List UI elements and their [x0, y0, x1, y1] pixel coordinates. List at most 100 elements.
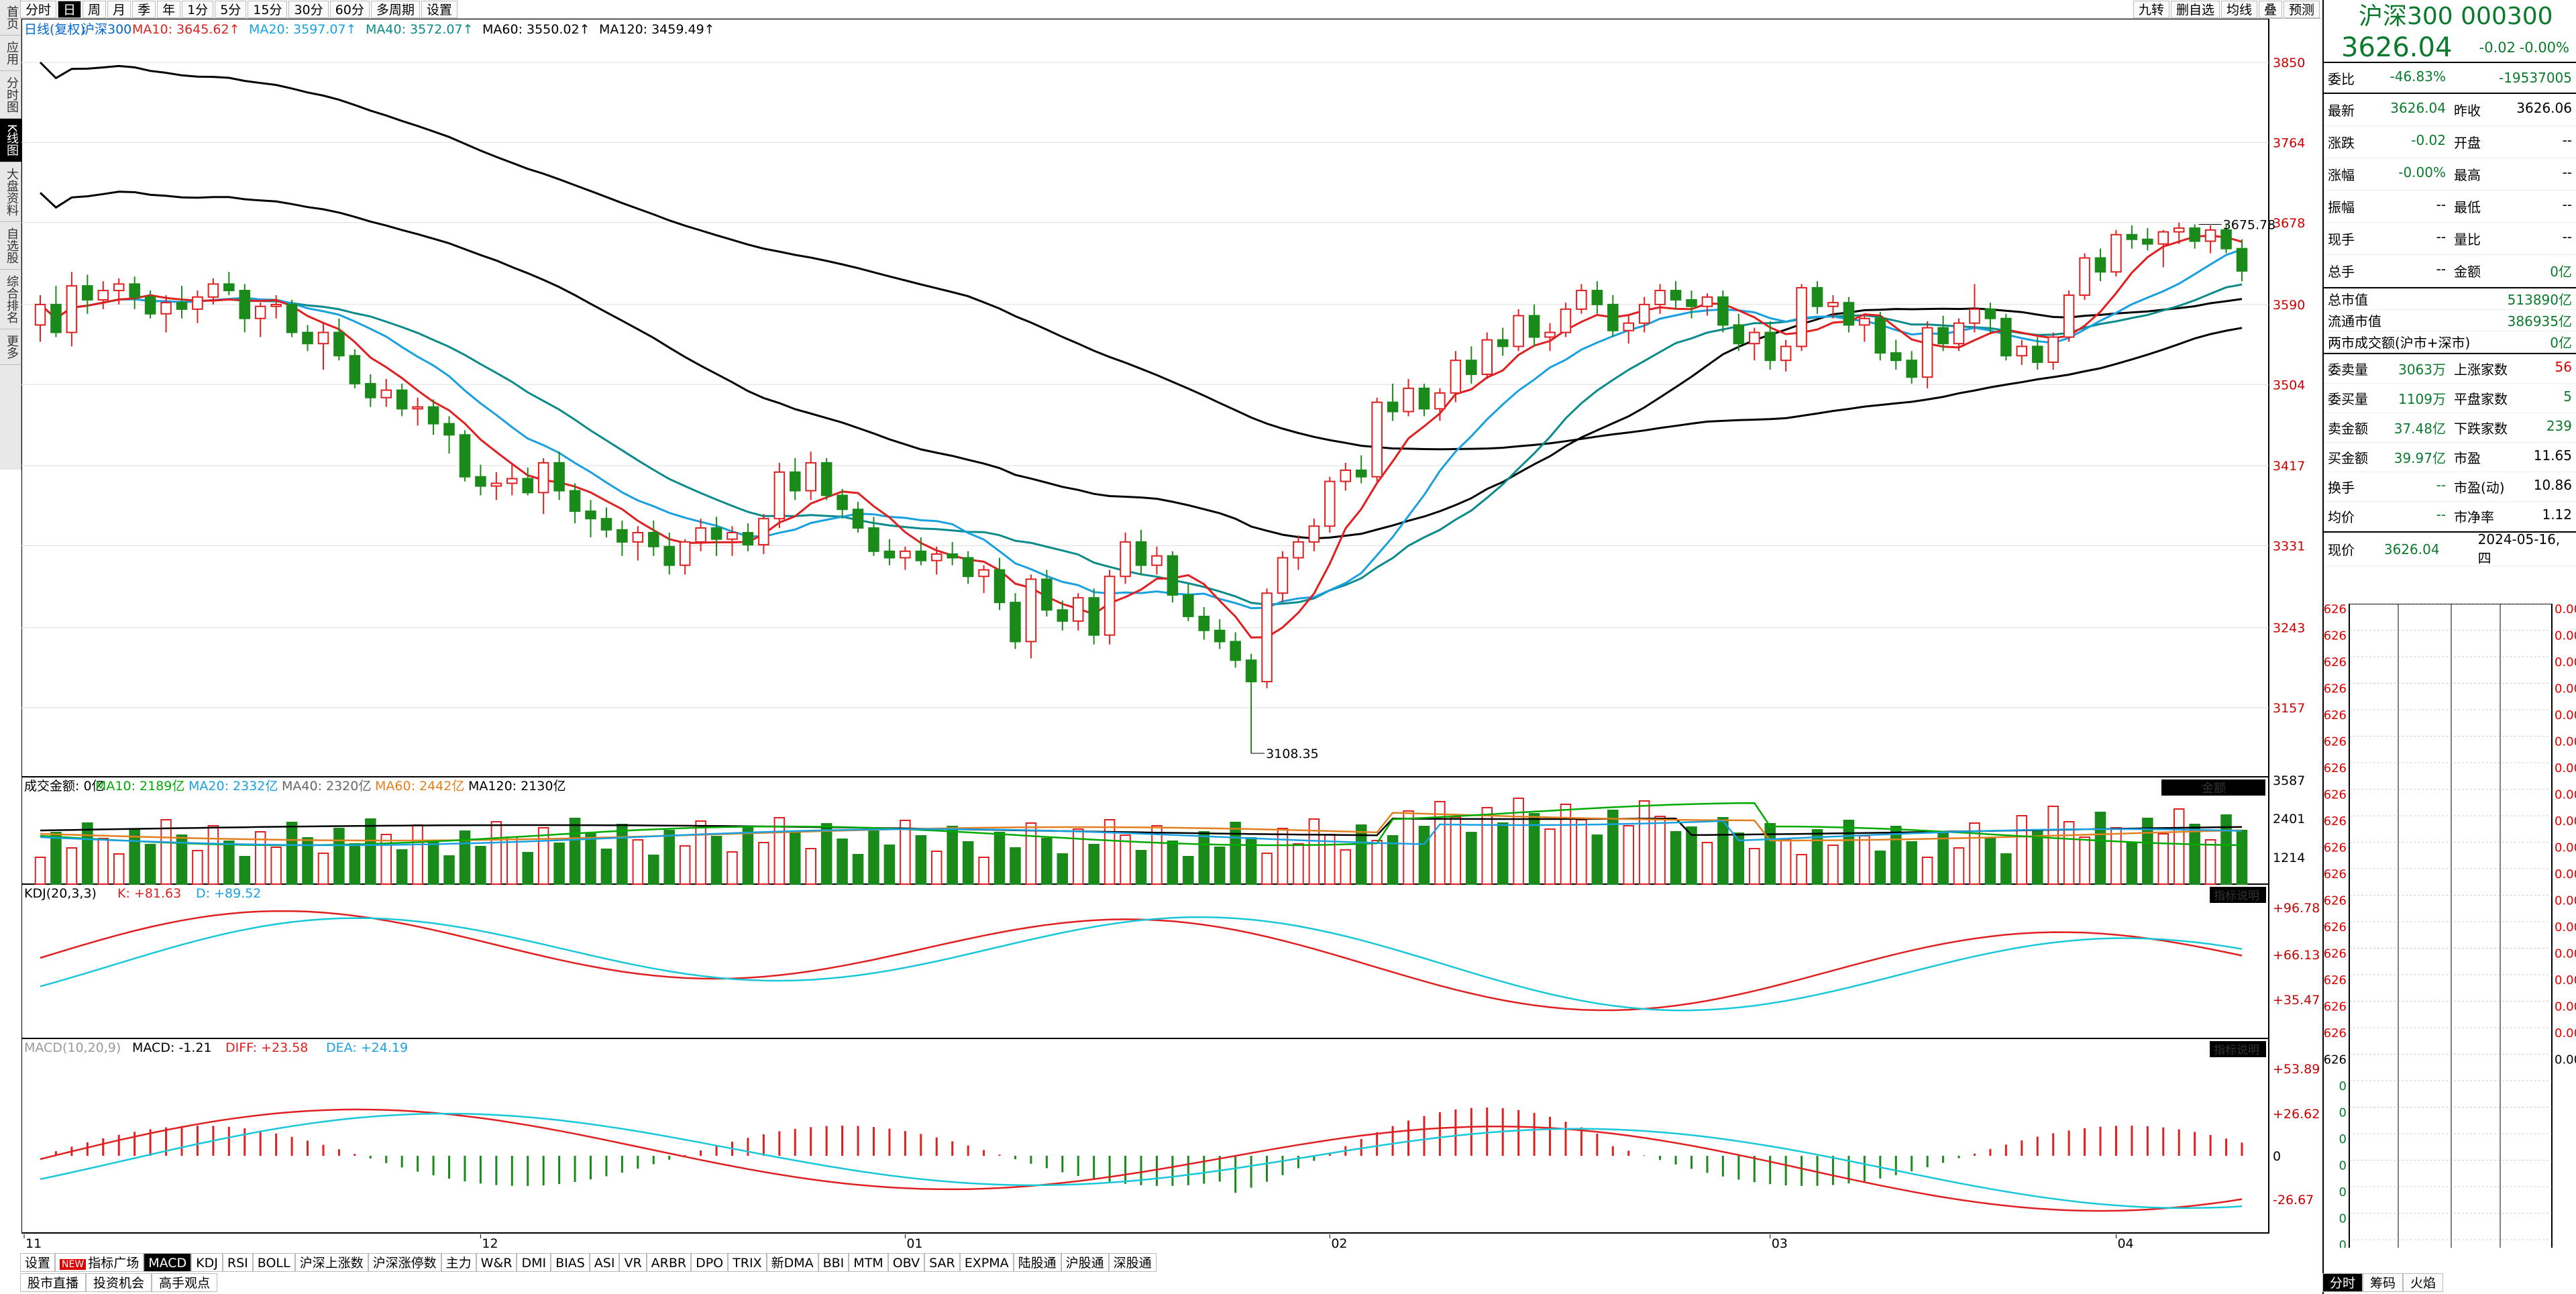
- volume-bar: [773, 817, 786, 885]
- side-tab[interactable]: 综合排名: [0, 270, 21, 329]
- panel-tab[interactable]: 火焰: [2403, 1273, 2444, 1292]
- candle: [459, 430, 471, 482]
- candle: [1214, 619, 1226, 649]
- indicator-tab[interactable]: 沪深涨停数: [368, 1253, 441, 1272]
- period-tab[interactable]: 60分: [329, 0, 370, 18]
- indicator-tab[interactable]: ASI: [589, 1253, 620, 1272]
- period-tab[interactable]: 周: [83, 0, 107, 18]
- indicator-tab[interactable]: 陆股通: [1013, 1253, 1061, 1272]
- indicator-tab[interactable]: EXPMA: [959, 1253, 1014, 1272]
- tick-left-label: 0: [2339, 1106, 2347, 1120]
- panel-tab[interactable]: 筹码: [2363, 1273, 2404, 1292]
- volume-bar: [1371, 840, 1383, 885]
- candle: [286, 299, 298, 337]
- candle: [1120, 533, 1131, 584]
- candle: [648, 520, 659, 556]
- indicator-tab[interactable]: ARBR: [646, 1253, 692, 1272]
- candle: [365, 374, 376, 407]
- macd-badge[interactable]: 指标说明: [2214, 1044, 2259, 1057]
- indicator-tab[interactable]: BBI: [818, 1253, 849, 1272]
- status-tab[interactable]: 投资机会: [86, 1273, 152, 1292]
- period-tab[interactable]: 1分: [182, 0, 214, 18]
- candle: [1560, 303, 1572, 337]
- candle: [837, 488, 848, 519]
- volume-axis-label: 1214: [2273, 851, 2305, 865]
- indicator-tab[interactable]: TRIX: [728, 1253, 767, 1272]
- period-tab[interactable]: 设置: [421, 0, 458, 18]
- indicator-tab[interactable]: BIAS: [551, 1253, 590, 1272]
- side-tab[interactable]: 应用: [0, 36, 21, 71]
- period-tab[interactable]: 月: [107, 0, 131, 18]
- indicator-tab[interactable]: 设置: [20, 1253, 56, 1272]
- tool-button[interactable]: 叠: [2258, 0, 2282, 18]
- macd-legend-item: DEA: +24.19: [326, 1040, 408, 1055]
- indicator-tab[interactable]: W&R: [476, 1253, 517, 1272]
- tool-button[interactable]: 均线: [2220, 0, 2257, 18]
- indicator-tab[interactable]: DPO: [691, 1253, 729, 1272]
- volume-bar: [1544, 828, 1556, 885]
- status-tab[interactable]: 高手观点: [152, 1273, 218, 1292]
- volume-badge[interactable]: 金额: [2202, 781, 2226, 796]
- candle: [1340, 462, 1352, 491]
- tool-button[interactable]: 删自选: [2170, 0, 2220, 18]
- month-label: 02: [1331, 1236, 1347, 1251]
- indicator-tab[interactable]: NEW 指标广场: [55, 1253, 144, 1272]
- volume-bar: [50, 832, 62, 885]
- volume-bar: [1780, 839, 1792, 885]
- candle: [1576, 284, 1587, 314]
- indicator-tab[interactable]: 深股通: [1108, 1253, 1157, 1272]
- side-tab[interactable]: 大盘资料: [0, 162, 21, 222]
- volume-bar: [789, 832, 801, 885]
- candle: [2142, 228, 2153, 251]
- volume-bar: [412, 824, 423, 885]
- tool-button[interactable]: 九转: [2133, 0, 2169, 18]
- indicator-tab[interactable]: OBV: [888, 1253, 925, 1272]
- side-tab[interactable]: 分时图: [0, 71, 21, 119]
- indicator-tab[interactable]: DMI: [517, 1253, 551, 1272]
- period-tab[interactable]: 年: [157, 0, 181, 18]
- side-tab[interactable]: 自选股: [0, 222, 21, 270]
- tick-right-label: 0.00%: [2555, 947, 2576, 961]
- candle: [207, 278, 219, 305]
- indicator-tab[interactable]: 新DMA: [766, 1253, 818, 1272]
- indicator-tab[interactable]: VR: [619, 1253, 647, 1272]
- indicator-tab[interactable]: MTM: [849, 1253, 888, 1272]
- candle: [1041, 570, 1053, 616]
- period-tab[interactable]: 分时: [20, 0, 57, 18]
- side-tab[interactable]: 首页: [0, 0, 21, 36]
- period-tab[interactable]: 15分: [248, 0, 288, 18]
- tick-right-label: 0.00%: [2555, 867, 2576, 881]
- period-tab[interactable]: 5分: [215, 0, 247, 18]
- volume-bar: [2157, 833, 2169, 885]
- volume-bar: [2236, 830, 2248, 885]
- period-tab[interactable]: 多周期: [370, 0, 420, 18]
- candle: [2173, 222, 2185, 244]
- volume-bar: [82, 822, 93, 885]
- volume-bar: [553, 843, 565, 885]
- period-tab[interactable]: 30分: [288, 0, 329, 18]
- indicator-tab[interactable]: RSI: [222, 1253, 253, 1272]
- kdj-badge[interactable]: 指标说明: [2214, 889, 2259, 903]
- volume-bar: [160, 819, 172, 885]
- period-tab[interactable]: 季: [132, 0, 156, 18]
- indicator-tab[interactable]: 沪股通: [1061, 1253, 1109, 1272]
- indicator-tab[interactable]: SAR: [924, 1253, 960, 1272]
- candle: [2110, 229, 2122, 277]
- indicator-tab[interactable]: BOLL: [252, 1253, 295, 1272]
- tool-button[interactable]: 预测: [2283, 0, 2320, 18]
- candle: [2157, 229, 2169, 268]
- indicator-tab[interactable]: 沪深上涨数: [294, 1253, 368, 1272]
- candle: [1183, 584, 1194, 621]
- volume-bar: [1151, 825, 1163, 885]
- volume-bar: [1497, 822, 1509, 885]
- indicator-tab[interactable]: KDJ: [191, 1253, 223, 1272]
- tick-left-label: 0: [2339, 1079, 2347, 1093]
- candle: [349, 349, 361, 388]
- indicator-tab[interactable]: 主力: [441, 1253, 476, 1272]
- status-tab[interactable]: 股市直播: [20, 1273, 87, 1292]
- period-tab[interactable]: 日: [58, 0, 82, 18]
- indicator-tab[interactable]: MACD: [144, 1253, 192, 1272]
- side-tab[interactable]: K线图: [0, 119, 21, 162]
- panel-tab[interactable]: 分时: [2322, 1273, 2363, 1292]
- side-tab[interactable]: 更多: [0, 329, 21, 365]
